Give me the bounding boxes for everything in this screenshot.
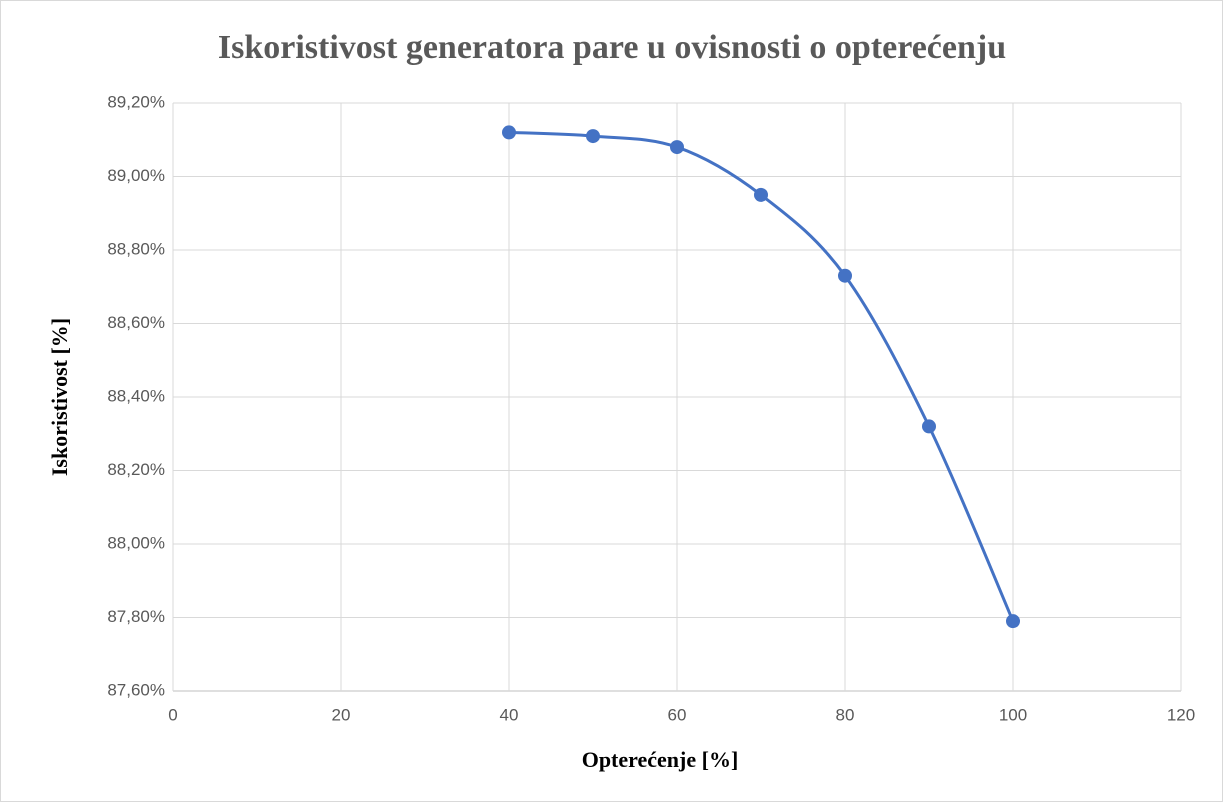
point bbox=[670, 140, 684, 155]
y-tick-label: 89,20% bbox=[107, 92, 165, 111]
x-tick-label: 40 bbox=[500, 705, 519, 724]
x-tick-label: 20 bbox=[332, 705, 351, 724]
y-axis-label: Iskoristivost [%] bbox=[47, 318, 72, 476]
y-tick-label: 88,60% bbox=[107, 313, 165, 332]
y-tick-label: 88,00% bbox=[107, 533, 165, 552]
y-tick-label: 88,40% bbox=[107, 386, 165, 405]
point bbox=[754, 187, 768, 202]
y-tick-label: 88,80% bbox=[107, 239, 165, 258]
y-tick-label: 89,00% bbox=[107, 166, 165, 185]
x-tick-label: 80 bbox=[836, 705, 855, 724]
point bbox=[586, 129, 600, 144]
point bbox=[922, 419, 936, 434]
x-tick-label: 60 bbox=[668, 705, 687, 724]
y-tick-label: 87,80% bbox=[107, 607, 165, 626]
point bbox=[1006, 614, 1020, 629]
x-tick-label: 120 bbox=[1167, 705, 1195, 724]
point bbox=[502, 125, 516, 140]
point bbox=[838, 268, 852, 283]
y-tick-label: 87,60% bbox=[107, 680, 165, 699]
y-tick-label: 88,20% bbox=[107, 460, 165, 479]
chart-title: Iskoristivost generatora pare u ovisnost… bbox=[218, 29, 1006, 66]
x-axis-label: Opterećenje [%] bbox=[582, 747, 739, 772]
x-tick-label: 100 bbox=[999, 705, 1027, 724]
x-tick-label: 0 bbox=[168, 705, 177, 724]
